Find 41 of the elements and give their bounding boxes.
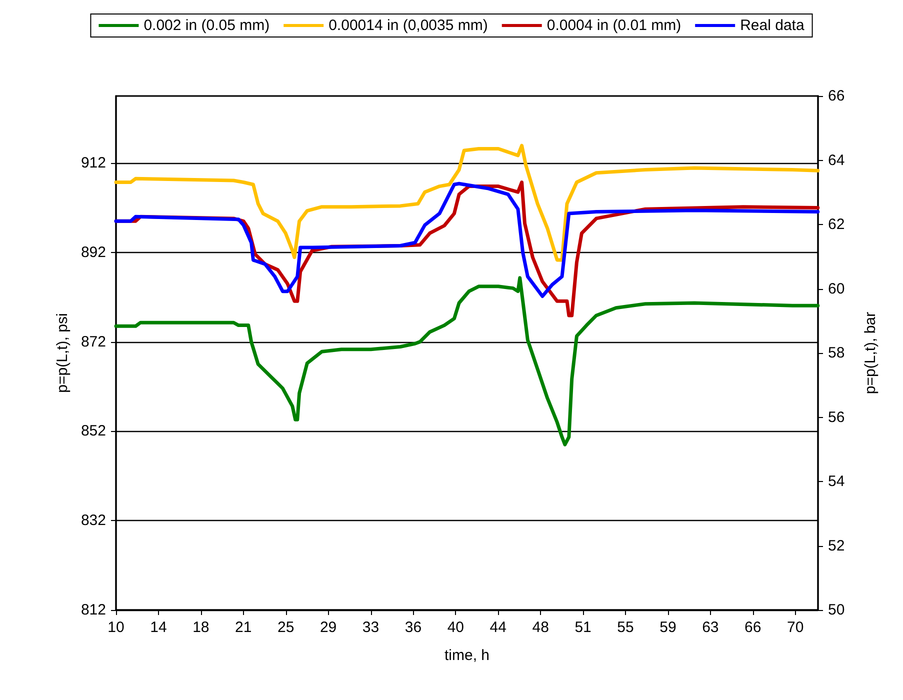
y-tick-label: 812: [80, 602, 106, 618]
y-axis-title: p=p(L,t), psi: [54, 313, 72, 393]
y2-tick-label: 58: [828, 344, 845, 362]
legend-label: Real data: [740, 17, 805, 34]
x-tick-label: 51: [574, 619, 592, 636]
x-tick-label: 29: [320, 619, 337, 636]
y2-tick-label: 52: [828, 537, 845, 554]
x-tick-label: 21: [235, 619, 252, 636]
x-tick-label: 25: [277, 619, 294, 636]
legend-label: 0.0004 in (0.01 mm): [546, 17, 682, 34]
x-tick-label: 70: [787, 619, 804, 636]
x-tick-label: 55: [617, 619, 634, 636]
x-tick-label: 14: [150, 619, 167, 636]
x-tick-label: 48: [532, 619, 549, 636]
y-tick-label: 872: [80, 333, 106, 350]
y-tick-label: 832: [80, 512, 106, 530]
y-tick-label: 852: [80, 422, 106, 440]
x-tick-label: 40: [447, 619, 464, 636]
x-tick-label: 66: [744, 619, 762, 636]
x-tick-label: 10: [108, 619, 124, 636]
x-axis-title: time, h: [444, 647, 490, 664]
y2-tick-label: 62: [828, 216, 845, 233]
x-tick-label: 44: [490, 619, 506, 636]
y2-tick-label: 66: [828, 88, 845, 104]
y2-tick-label: 50: [828, 602, 845, 618]
y-tick-label: 892: [80, 244, 106, 261]
x-tick-label: 18: [192, 619, 210, 636]
y-tick-label: 912: [80, 154, 106, 172]
legend-label: 0.00014 in (0,0035 mm): [328, 17, 488, 34]
line-series: [114, 276, 820, 446]
line-series: [114, 144, 820, 262]
y2-axis-title: p=p(L,t), bar: [862, 312, 879, 394]
y2-tick-label: 60: [828, 280, 845, 298]
x-tick-label: 59: [660, 619, 676, 636]
y2-tick-label: 64: [828, 152, 845, 169]
x-tick-label: 63: [702, 619, 719, 636]
x-tick-label: 33: [362, 619, 380, 636]
x-tick-label: 36: [404, 619, 422, 636]
y2-tick-label: 56: [828, 408, 845, 426]
y2-tick-label: 54: [828, 473, 845, 490]
legend-label: 0.002 in (0.05 mm): [144, 17, 270, 34]
